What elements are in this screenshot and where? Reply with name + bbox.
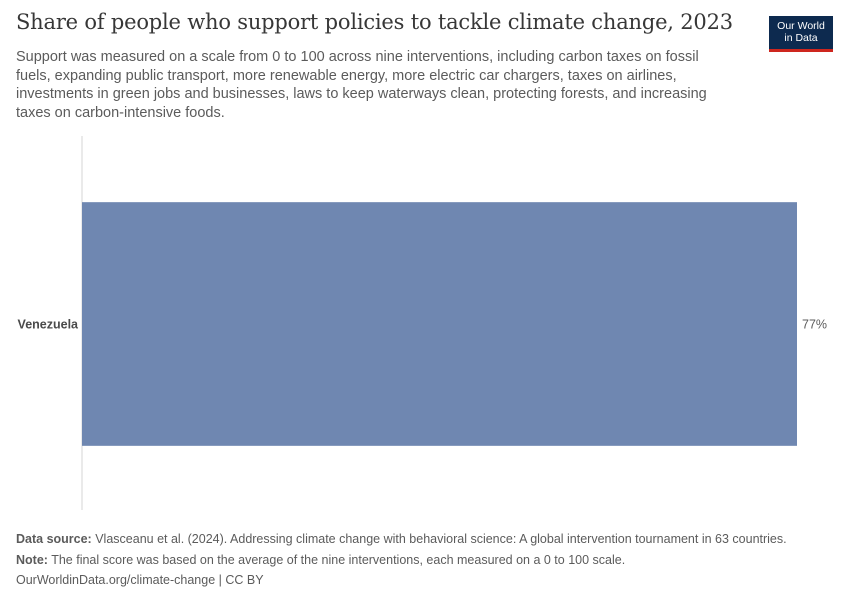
chart-title: Share of people who support policies to … (16, 10, 733, 34)
note-text: The final score was based on the average… (51, 552, 626, 567)
category-label: Venezuela (18, 318, 79, 332)
owid-logo[interactable]: Our World in Data (769, 16, 833, 52)
data-source-text: Vlasceanu et al. (2024). Addressing clim… (95, 532, 787, 546)
logo-line-2: in Data (784, 32, 818, 44)
note-label: Note: (16, 552, 48, 567)
value-label: 77% (802, 318, 827, 332)
data-source-line: Data source: Vlasceanu et al. (2024). Ad… (16, 529, 836, 550)
data-source-label: Data source: (16, 532, 92, 546)
note-line: Note: The final score was based on the a… (16, 550, 836, 571)
chart-footer: Data source: Vlasceanu et al. (2024). Ad… (16, 529, 836, 591)
logo-line-1: Our World (777, 20, 825, 32)
chart-subtitle: Support was measured on a scale from 0 t… (16, 49, 707, 121)
bar-chart: Venezuela 77% (18, 136, 827, 510)
source-url[interactable]: OurWorldinData.org/climate-change | CC B… (16, 573, 264, 587)
bar-venezuela[interactable] (82, 202, 797, 446)
